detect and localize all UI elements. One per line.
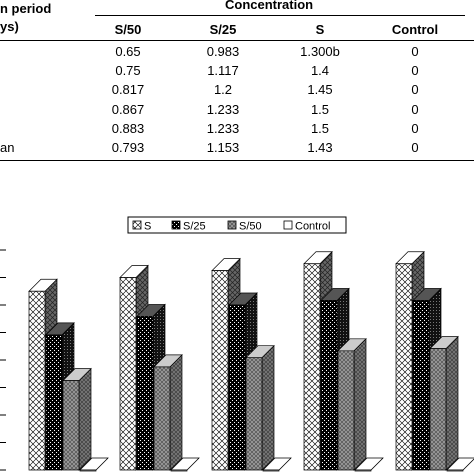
bar-s50-5 bbox=[429, 335, 459, 471]
bar-s50-3 bbox=[245, 344, 275, 471]
legend-swatch bbox=[227, 220, 237, 230]
table-cell: 0.65 bbox=[115, 44, 141, 59]
bar-front bbox=[262, 469, 280, 472]
table-cell: 0 bbox=[411, 120, 419, 136]
bar-front bbox=[354, 469, 372, 472]
bar-front bbox=[211, 270, 229, 471]
table-cell: 1.300b bbox=[300, 44, 340, 59]
bar-side bbox=[445, 335, 459, 471]
bar-control-5 bbox=[446, 457, 474, 472]
bar-side bbox=[261, 344, 275, 471]
header-rule-upper bbox=[95, 15, 465, 16]
table-cell: 0 bbox=[411, 63, 419, 79]
table-cell: 0 bbox=[411, 101, 419, 117]
bar-front bbox=[45, 334, 63, 471]
bar-front bbox=[170, 469, 188, 472]
bar-side bbox=[169, 354, 183, 471]
table-cell: 1.117 bbox=[207, 63, 239, 79]
header-line-1: n period bbox=[0, 1, 52, 16]
bar-front bbox=[303, 263, 321, 471]
header-rule-lower bbox=[0, 40, 474, 41]
table-cell: 1.233 bbox=[206, 120, 240, 136]
bar-side bbox=[78, 367, 92, 471]
legend: S S/25 S/50 Control bbox=[127, 216, 347, 234]
bar-front bbox=[429, 348, 447, 471]
table-cell: 0.983 bbox=[206, 44, 240, 59]
table-cell: 1.2 bbox=[213, 82, 233, 98]
row-label: an bbox=[0, 140, 15, 155]
bar-front bbox=[153, 366, 171, 471]
table-cell: 1.5 bbox=[310, 120, 330, 136]
bar-control-4 bbox=[354, 457, 384, 472]
bar-front bbox=[62, 380, 80, 471]
bar-s50-4 bbox=[337, 337, 367, 471]
header-line-2: ys) bbox=[0, 19, 19, 34]
table-cell: 1.45 bbox=[307, 82, 333, 98]
bar-control-3 bbox=[262, 457, 292, 472]
data-table: n period ys) Concentration S/50 S/25 S C… bbox=[0, 0, 474, 165]
bar-front bbox=[28, 290, 46, 471]
table-cell: 0.793 bbox=[111, 140, 145, 155]
bar-front bbox=[395, 263, 413, 471]
col-header-s25: S/25 bbox=[209, 22, 237, 37]
bar-control-1 bbox=[79, 457, 109, 472]
table-cell: 0.817 bbox=[111, 82, 145, 98]
bar-control-2 bbox=[170, 457, 200, 472]
legend-label: S bbox=[144, 221, 151, 233]
bar-front bbox=[228, 304, 246, 471]
bar-front bbox=[320, 300, 338, 471]
bar-front bbox=[337, 350, 355, 471]
table-cell: 1.4 bbox=[310, 63, 330, 79]
table-cell: 1.5 bbox=[310, 101, 330, 117]
bar-side bbox=[353, 337, 367, 471]
table-cell: 0 bbox=[411, 140, 419, 155]
bar-front bbox=[446, 469, 464, 472]
col-header-s: S bbox=[315, 22, 325, 37]
bar-front bbox=[119, 277, 137, 471]
legend-label: Control bbox=[295, 221, 330, 233]
bar-s50-2 bbox=[153, 354, 183, 471]
bar-front bbox=[79, 469, 97, 472]
bar-s50-1 bbox=[62, 367, 92, 471]
table-cell: 0 bbox=[411, 82, 419, 98]
table-cell: 1.43 bbox=[307, 140, 333, 155]
bars-layer bbox=[0, 249, 474, 472]
legend-swatch bbox=[132, 220, 142, 230]
bar-front bbox=[245, 357, 263, 471]
legend-label: S/25 bbox=[183, 221, 206, 233]
table-cell: 0.883 bbox=[111, 120, 145, 136]
table-header-period: n period ys) bbox=[0, 0, 51, 36]
bar-front bbox=[412, 300, 430, 471]
table-cell: 0.867 bbox=[111, 101, 145, 117]
table-cell: 0 bbox=[411, 44, 419, 59]
bar-front bbox=[136, 316, 154, 471]
legend-swatch bbox=[283, 220, 293, 230]
concentration-title: Concentration bbox=[225, 0, 314, 12]
table-cell: 1.233 bbox=[206, 101, 240, 117]
legend-swatch bbox=[171, 220, 181, 230]
table-cell: 1.153 bbox=[206, 140, 240, 155]
col-header-control: Control bbox=[391, 22, 439, 37]
col-header-s50: S/50 bbox=[114, 22, 142, 37]
table-bottom-rule bbox=[0, 160, 474, 161]
table-cell: 0.75 bbox=[115, 63, 141, 79]
legend-label: S/50 bbox=[239, 221, 262, 233]
